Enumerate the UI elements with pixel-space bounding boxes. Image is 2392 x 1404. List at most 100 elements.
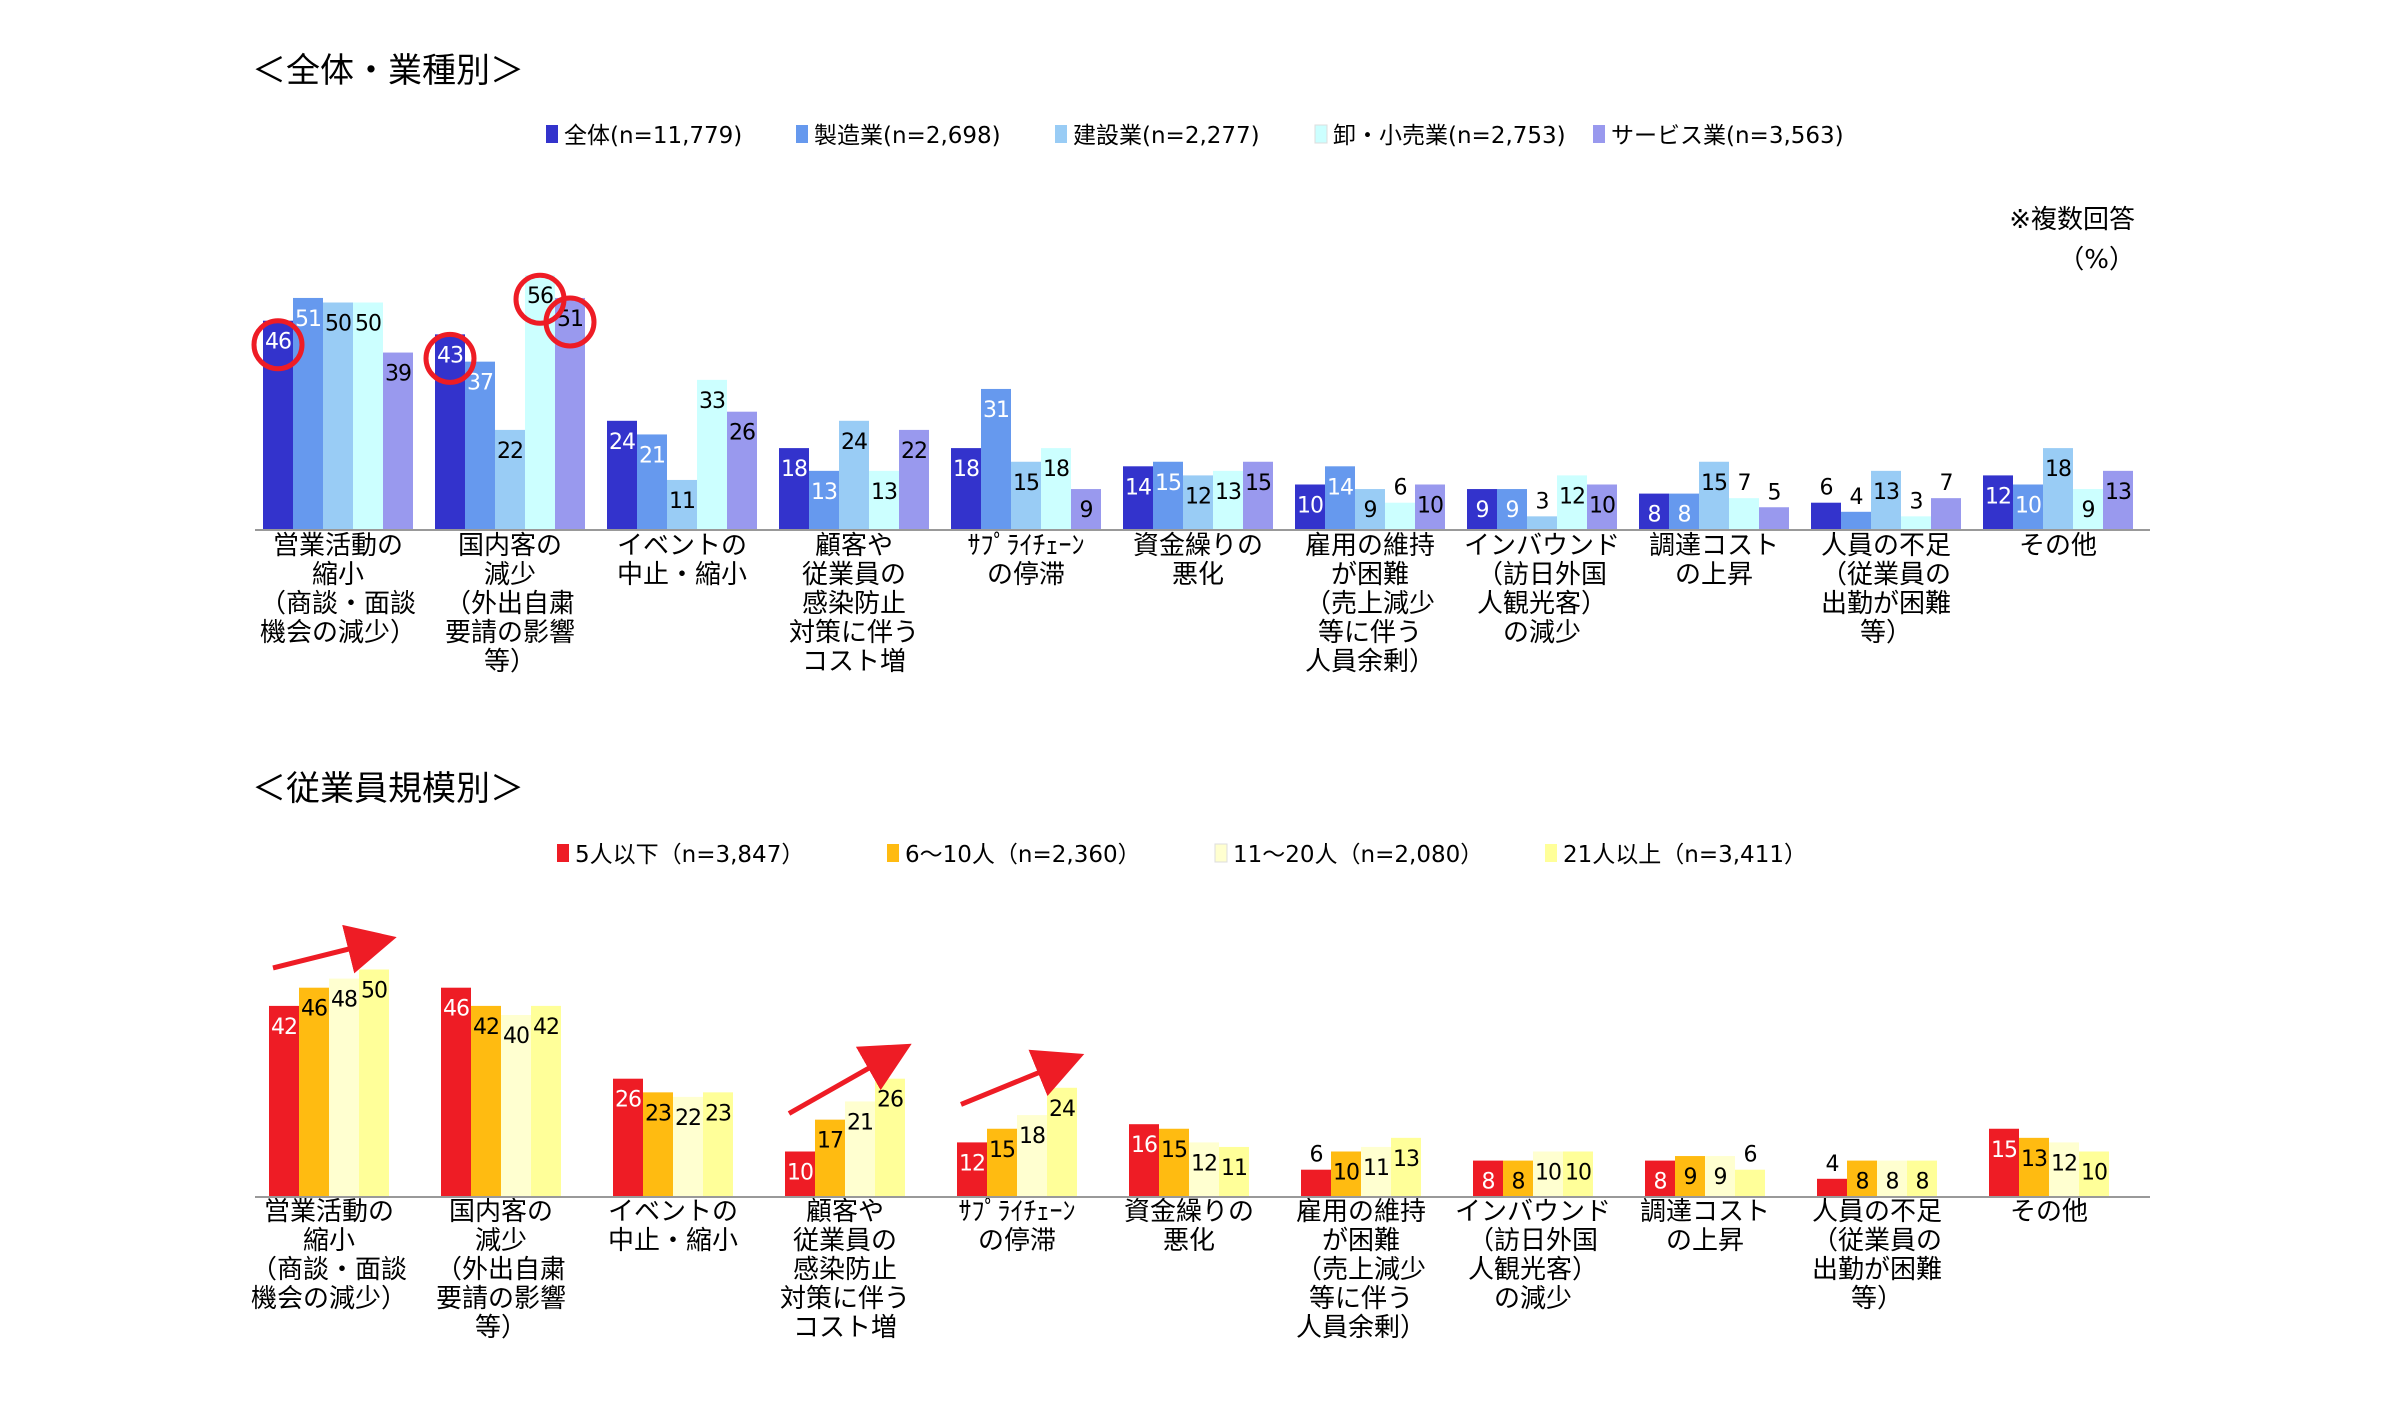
data-label: 26 [615, 1088, 641, 1113]
data-label: 18 [2045, 457, 2071, 482]
bar [1847, 1160, 1877, 1197]
data-label: 24 [1049, 1097, 1075, 1122]
bar [1213, 470, 1243, 530]
bar [869, 470, 899, 530]
chart-title: ＜全体・業種別＞ [252, 51, 524, 91]
bar [555, 297, 585, 530]
data-label: 9 [1714, 1165, 1727, 1190]
category-label: 感染防止 [802, 589, 906, 619]
bar [525, 275, 555, 530]
category-label: （外出自粛 [445, 589, 575, 619]
bar [673, 1096, 703, 1197]
bar [957, 1142, 987, 1197]
category-label: 縮小 [312, 560, 364, 590]
data-label: 9 [1506, 498, 1519, 523]
category-label: 等に伴う [1309, 1284, 1413, 1314]
data-label: 15 [1991, 1138, 2017, 1163]
category-label: （商談・面談 [260, 589, 416, 619]
chart-title: ＜従業員規模別＞ [252, 769, 524, 809]
category-label: （外出自粛 [436, 1255, 566, 1285]
bar [1473, 1160, 1503, 1197]
bar [845, 1101, 875, 1197]
bar [1159, 1128, 1189, 1197]
category-label: 従業員の [802, 560, 906, 590]
data-label: 18 [781, 457, 807, 482]
legend-label: 11～20人（n=2,080） [1233, 842, 1483, 868]
bar [1759, 507, 1789, 530]
category-label: 減少 [475, 1226, 527, 1256]
category-label: （売上減少 [1296, 1255, 1426, 1285]
legend-swatch [1055, 125, 1067, 143]
category-label: 要請の影響 [436, 1284, 566, 1314]
bar [1129, 1124, 1159, 1197]
data-label: 8 [1654, 1170, 1667, 1195]
bar [2019, 1137, 2049, 1197]
category-label: ｻﾌﾟﾗｲﾁｪｰﾝ [967, 531, 1084, 561]
category-label: が困難 [1322, 1226, 1400, 1256]
data-label: 18 [1043, 457, 1069, 482]
highlight-circle [543, 295, 597, 349]
category-label: 等） [1860, 618, 1912, 648]
bar [1989, 1128, 2019, 1197]
data-label: 39 [385, 362, 411, 387]
bar [1011, 461, 1041, 530]
data-label: 13 [1215, 480, 1241, 505]
data-label: 14 [1125, 475, 1151, 500]
bar [1811, 502, 1841, 530]
bar [2049, 1142, 2079, 1197]
legend-label: 6～10人（n=2,360） [905, 842, 1141, 868]
data-label: 9 [2082, 498, 2095, 523]
trend-arrow [960, 1049, 1085, 1107]
bar [1669, 493, 1699, 530]
data-label: 26 [729, 421, 755, 446]
data-label: 37 [467, 371, 493, 396]
category-label: 調達コスト [1649, 531, 1779, 561]
data-label: 8 [1886, 1170, 1899, 1195]
bar [809, 470, 839, 530]
data-label: 12 [2051, 1151, 2077, 1176]
category-label: の停滞 [978, 1226, 1056, 1256]
data-label: 15 [989, 1138, 1015, 1163]
bar [1331, 1151, 1361, 1197]
category-label: 中止・縮小 [617, 560, 747, 590]
data-label: 3 [1910, 489, 1923, 514]
category-label: 雇用の維持 [1296, 1197, 1426, 1227]
legend-swatch [1545, 844, 1557, 862]
data-label: 42 [473, 1015, 499, 1040]
bar [987, 1128, 1017, 1197]
category-label: 感染防止 [793, 1255, 897, 1285]
bar [1871, 470, 1901, 530]
legend-swatch [557, 844, 569, 862]
bar [1527, 516, 1557, 530]
data-label: 12 [959, 1151, 985, 1176]
bar [1295, 484, 1325, 530]
data-label: 10 [1589, 494, 1615, 519]
bar [1645, 1160, 1675, 1197]
data-label: 6 [1310, 1143, 1323, 1168]
legend-label: 製造業(n=2,698) [814, 123, 1001, 149]
data-label: 21 [639, 443, 665, 468]
data-label: 11 [669, 489, 695, 514]
category-label: 減少 [484, 560, 536, 590]
data-label: 9 [1476, 498, 1489, 523]
data-label: 10 [1333, 1161, 1359, 1186]
bar [839, 420, 869, 530]
category-label: イベントの [617, 531, 747, 561]
bar [1153, 461, 1183, 530]
category-label: イベントの [608, 1197, 738, 1227]
bar [1497, 489, 1527, 530]
category-label: インバウンド [1464, 531, 1620, 561]
bar [1355, 489, 1385, 530]
bar [471, 1005, 501, 1197]
data-label: 46 [301, 997, 327, 1022]
category-label: の上昇 [1675, 560, 1753, 590]
bar [667, 479, 697, 530]
bar [1415, 484, 1445, 530]
data-label: 17 [817, 1129, 843, 1154]
bar [501, 1015, 531, 1197]
data-label: 6 [1394, 476, 1407, 501]
legend-swatch [1593, 125, 1605, 143]
data-label: 9 [1684, 1165, 1697, 1190]
data-label: 13 [1393, 1147, 1419, 1172]
